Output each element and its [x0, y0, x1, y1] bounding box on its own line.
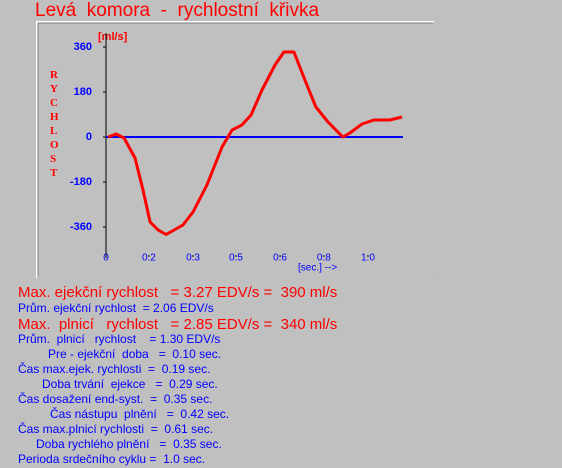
- y-tick-label: 360: [74, 41, 92, 53]
- report-line: Čas max.ejek. rychlosti = 0.19 sec.: [18, 361, 210, 376]
- y-tick-label: 180: [74, 86, 92, 98]
- chart-title: Levá komora - rychlostní křivka: [35, 0, 319, 21]
- report-line: Čas dosažení end-syst. = 0.35 sec.: [18, 391, 212, 406]
- x-tick-label: 0.8: [317, 253, 331, 264]
- chart-panel-shadow: [37, 22, 434, 278]
- report-line: Pre - ejekční doba = 0.10 sec.: [48, 347, 221, 361]
- x-tick-label: 0.5: [229, 253, 243, 264]
- y-tick-label: -180: [70, 176, 92, 188]
- y-unit: [ml/s]: [98, 31, 128, 43]
- x-tick-label: 0.2: [142, 253, 156, 264]
- x-tick-label: 1.0: [361, 253, 375, 264]
- report-line: Max. plnicí rychlost = 2.85 EDV/s = 340 …: [18, 316, 337, 333]
- report-line: Prům. plnicí rychlost = 1.30 EDV/s: [18, 332, 220, 346]
- x-tick-label: 0: [103, 253, 109, 264]
- report-line: Max. ejekční rychlost = 3.27 EDV/s = 390…: [18, 284, 337, 301]
- x-label: [sec.] -->: [298, 263, 337, 274]
- chart-panel: [36, 21, 434, 278]
- report-line: Čas nástupu plnění = 0.42 sec.: [50, 406, 229, 421]
- report-line: Doba rychlého plnění = 0.35 sec.: [36, 437, 222, 451]
- report-line: Doba trvání ejekce = 0.29 sec.: [42, 377, 218, 391]
- y-tick-label: -360: [70, 221, 92, 233]
- report-line: Prům. ejekční rychlost = 2.06 EDV/s: [18, 301, 214, 315]
- x-tick-label: 0.3: [186, 253, 200, 264]
- report-line: Čas max.plnicí rychlosti = 0.61 sec.: [18, 421, 213, 436]
- x-tick-label: 0.6: [273, 253, 287, 264]
- report-line: Perioda srdečního cyklu = 1.0 sec.: [18, 452, 205, 466]
- velocity-curve: [107, 50, 403, 236]
- y-tick-label: 0: [86, 131, 92, 143]
